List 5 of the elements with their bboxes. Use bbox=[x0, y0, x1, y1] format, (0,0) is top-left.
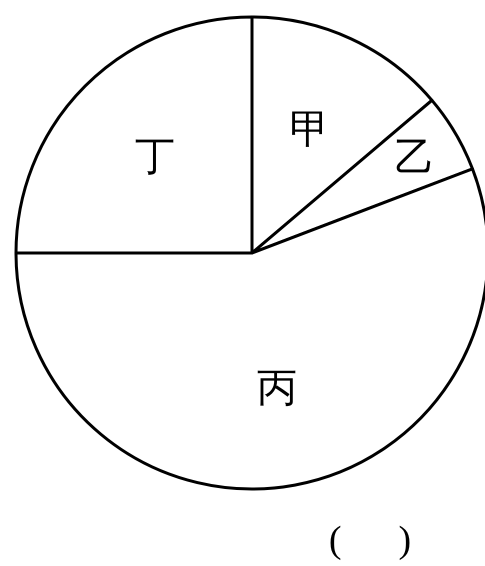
slice-label: 乙 bbox=[394, 134, 435, 180]
slice-label: 丙 bbox=[256, 365, 297, 410]
text: ( ) bbox=[328, 519, 412, 561]
slice-label: 甲 bbox=[290, 106, 330, 152]
slice-label: 丁 bbox=[135, 134, 176, 179]
